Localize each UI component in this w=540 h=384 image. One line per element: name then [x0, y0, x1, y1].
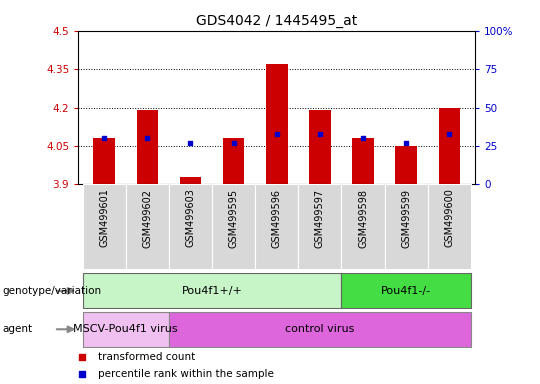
- Bar: [180, 177, 201, 184]
- Point: [78, 371, 86, 377]
- Text: GSM499599: GSM499599: [401, 189, 411, 248]
- Point: [186, 140, 195, 146]
- Text: MSCV-Pou4f1 virus: MSCV-Pou4f1 virus: [73, 324, 178, 334]
- Bar: [169, 184, 212, 269]
- Text: GSM499597: GSM499597: [315, 189, 325, 248]
- Point: [230, 140, 238, 146]
- Text: GSM499596: GSM499596: [272, 189, 282, 248]
- Bar: [83, 312, 169, 347]
- Point: [100, 135, 109, 141]
- Bar: [93, 138, 115, 184]
- Bar: [352, 138, 374, 184]
- Text: transformed count: transformed count: [98, 352, 195, 362]
- Bar: [255, 184, 298, 269]
- Bar: [223, 138, 245, 184]
- Bar: [384, 184, 428, 269]
- Text: genotype/variation: genotype/variation: [3, 286, 102, 296]
- Bar: [83, 273, 341, 308]
- Bar: [298, 184, 341, 269]
- Text: control virus: control virus: [285, 324, 355, 334]
- Point: [315, 131, 324, 137]
- Point: [273, 131, 281, 137]
- Bar: [126, 184, 169, 269]
- Point: [78, 354, 86, 360]
- Text: agent: agent: [3, 324, 33, 334]
- Bar: [395, 146, 417, 184]
- Point: [445, 131, 454, 137]
- Text: GSM499598: GSM499598: [358, 189, 368, 248]
- Bar: [266, 64, 287, 184]
- Bar: [438, 108, 460, 184]
- Bar: [341, 184, 384, 269]
- Text: Pou4f1-/-: Pou4f1-/-: [381, 286, 431, 296]
- Point: [359, 135, 367, 141]
- Text: GSM499600: GSM499600: [444, 189, 454, 247]
- Bar: [137, 110, 158, 184]
- Bar: [169, 312, 471, 347]
- Bar: [341, 273, 471, 308]
- Text: GSM499601: GSM499601: [99, 189, 109, 247]
- Text: Pou4f1+/+: Pou4f1+/+: [181, 286, 242, 296]
- Title: GDS4042 / 1445495_at: GDS4042 / 1445495_at: [196, 14, 357, 28]
- Text: GSM499595: GSM499595: [228, 189, 239, 248]
- Bar: [428, 184, 471, 269]
- Bar: [83, 184, 126, 269]
- Point: [402, 140, 410, 146]
- Text: GSM499603: GSM499603: [185, 189, 195, 247]
- Point: [143, 135, 152, 141]
- Bar: [309, 110, 330, 184]
- Bar: [212, 184, 255, 269]
- Text: percentile rank within the sample: percentile rank within the sample: [98, 369, 274, 379]
- Text: GSM499602: GSM499602: [143, 189, 152, 248]
